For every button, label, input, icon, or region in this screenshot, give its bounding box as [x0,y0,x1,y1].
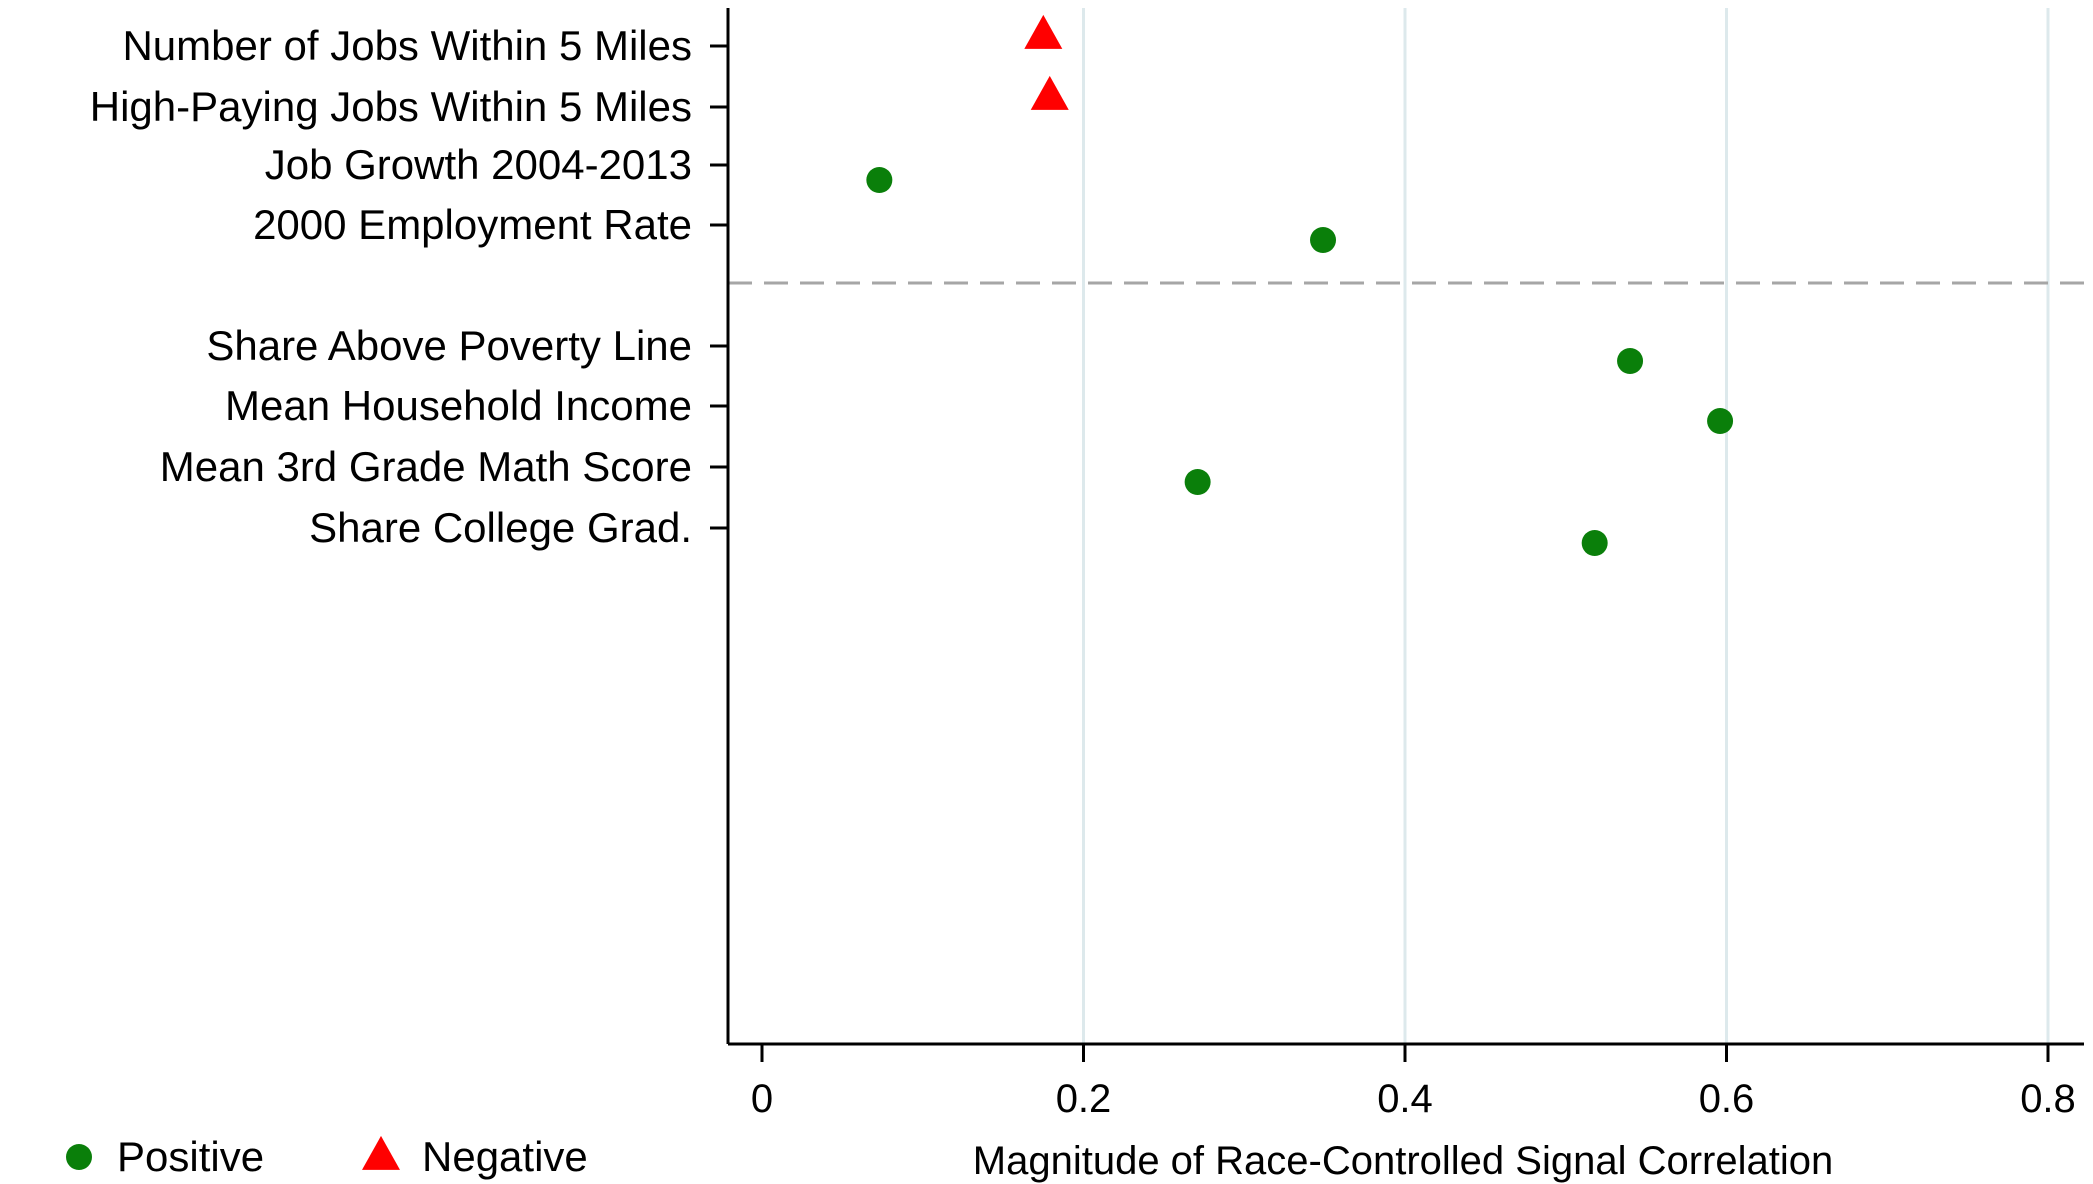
circle-point-3 [1310,227,1337,253]
category-label-1: High-Paying Jobs Within 5 Miles [90,83,692,130]
category-label-4: Share Above Poverty Line [206,322,692,369]
x-axis-title: Magnitude of Race-Controlled Signal Corr… [973,1139,1833,1183]
triangle-point-0 [1024,14,1063,49]
legend-marker-negative [362,1135,400,1170]
x-tick-label-2: 0.4 [1377,1077,1433,1121]
category-label-0: Number of Jobs Within 5 Miles [122,22,692,69]
legend: Positive Negative [66,1133,588,1180]
circle-point-5 [1707,408,1734,434]
circle-point-7 [1581,530,1608,556]
legend-marker-positive [66,1144,92,1170]
x-tick-label-4: 0.8 [2020,1077,2076,1121]
triangle-point-1 [1030,75,1069,110]
legend-label-positive: Positive [117,1133,264,1180]
circle-point-2 [866,167,893,193]
category-labels: Number of Jobs Within 5 Miles High-Paying… [90,22,692,551]
x-tick-label-0: 0 [751,1077,773,1121]
category-label-5: Mean Household Income [225,382,692,429]
x-tick-label-3: 0.6 [1699,1077,1755,1121]
x-tick-label-1: 0.2 [1056,1077,1112,1121]
category-label-3: 2000 Employment Rate [253,201,692,248]
circle-point-6 [1184,469,1211,495]
category-label-2: Job Growth 2004-2013 [265,141,692,188]
data-points [866,14,1734,556]
category-label-6: Mean 3rd Grade Math Score [160,443,692,490]
circle-point-4 [1617,348,1644,374]
legend-label-negative: Negative [422,1133,588,1180]
category-label-7: Share College Grad. [309,504,692,551]
x-tick-labels: 0 0.2 0.4 0.6 0.8 [751,1077,2076,1121]
grid-lines [1082,8,2050,1044]
axes [710,8,2084,1062]
